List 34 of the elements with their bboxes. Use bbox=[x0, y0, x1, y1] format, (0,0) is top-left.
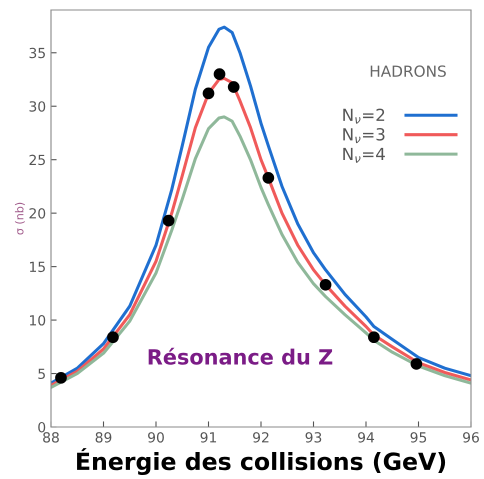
point bbox=[320, 278, 332, 291]
y-tick-label: 35 bbox=[30, 48, 45, 58]
x-tick-label: 95 bbox=[410, 432, 426, 443]
point bbox=[162, 214, 174, 226]
point bbox=[107, 331, 119, 344]
point bbox=[228, 81, 240, 93]
point bbox=[262, 172, 274, 184]
y-tick-label: 0 bbox=[38, 422, 46, 432]
x-tick-label: 94 bbox=[358, 432, 374, 443]
x-tick-label: 90 bbox=[148, 432, 164, 443]
y-tick-label: 10 bbox=[30, 315, 46, 326]
annotation: Résonance du Z bbox=[148, 348, 332, 365]
x-tick-label: 96 bbox=[463, 432, 479, 443]
x-tick-label: 91 bbox=[200, 432, 216, 443]
x-axis-title: Énergie des collisions (GeV) bbox=[77, 448, 446, 476]
y-tick-label: 5 bbox=[38, 368, 45, 380]
point bbox=[214, 68, 226, 80]
x-tick-label: 93 bbox=[306, 432, 322, 443]
x-tick-label: 92 bbox=[253, 432, 268, 443]
legend-label: N$_{ν}$=2 bbox=[343, 108, 384, 124]
y-axis-title: σ (nb) bbox=[14, 202, 25, 235]
point bbox=[202, 88, 214, 100]
legend-label: N$_{ν}$=4 bbox=[343, 148, 385, 163]
y-tick-label: 15 bbox=[30, 262, 45, 272]
y-tick-label: 20 bbox=[29, 208, 46, 219]
point bbox=[55, 372, 67, 384]
legend-label: N$_{ν}$=3 bbox=[343, 128, 384, 144]
annotation: HADRONS bbox=[370, 65, 446, 77]
x-tick-label: 88 bbox=[43, 432, 59, 443]
x-tick-label: 89 bbox=[96, 432, 112, 443]
y-tick-label: 25 bbox=[29, 154, 45, 166]
point bbox=[368, 331, 380, 344]
point bbox=[410, 358, 422, 370]
y-tick-label: 30 bbox=[30, 101, 46, 112]
